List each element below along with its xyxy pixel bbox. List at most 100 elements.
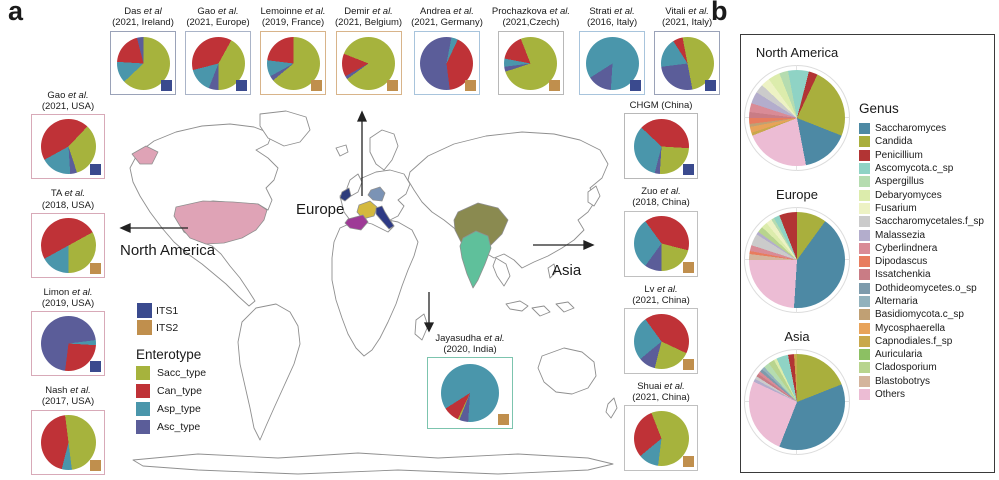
map-country-india [459,230,492,289]
map-greenland [259,110,311,147]
map-africa [331,217,419,357]
study-name: Lv [644,283,655,295]
enterotype-pie [342,36,396,90]
genus-label: Issatchenkia [875,269,931,281]
study-year-country: (2021, China) [632,392,690,404]
its-marker [683,456,694,468]
its-legend-row: ITS1 [137,303,178,318]
genus-swatch [859,362,870,374]
genus-swatch [859,322,870,334]
study-etal: et al. [70,385,91,397]
genus-swatch [859,269,870,281]
map-label-asia: Asia [552,262,582,279]
world-map [119,110,618,475]
its-marker [683,164,694,176]
left-column-study-pies: Gao et al. (2021, USA) TA et al. (2018, … [28,90,108,475]
its-marker [498,414,509,426]
study-label: Jayasudha et al. (2020, India) [435,333,504,355]
study-label: Nash et al. (2017, USA) [42,385,94,407]
study-name: Andrea [420,6,451,17]
its-marker [90,361,101,373]
its-marker [548,80,560,92]
genus-swatch [859,389,870,401]
genus-legend-row: Cyberlindnera [859,242,991,255]
enterotype-pie [40,414,96,470]
genus-swatch [859,163,870,175]
enterotype-pie [40,217,96,273]
genus-swatch [859,136,870,148]
study-pie-box [31,114,105,180]
enterotype-pie [633,313,689,369]
genus-swatch [859,309,870,321]
study-pie-box [110,31,176,96]
genus-swatch [859,229,870,241]
region-pie-wrap [744,65,850,171]
genus-legend-title: Genus [859,101,899,116]
map-iceland [335,144,349,157]
right-column-study-pies: CHGM (China) Zuo et al. (2018, China) Lv… [620,100,702,472]
india-study-pie-card: Jayasudha et al. (2020, India) [424,333,516,430]
study-pie-card: CHGM (China) [624,100,698,180]
region-title: Europe [776,187,818,202]
genus-swatch [859,123,870,135]
genus-swatch [859,202,870,214]
genus-swatch [859,242,870,254]
genus-legend-row: Candida [859,135,991,148]
study-etal: et al. [372,6,393,17]
study-pie-card: Zuo et al. (2018, China) [624,186,698,277]
panel-b-label: b [711,0,728,26]
genus-label: Candida [875,136,913,148]
study-label: Gao et al. (2021, Europe) [186,6,249,28]
genus-legend-row: Basidiomycota.c_sp [859,308,991,321]
enterotype-legend-row: Can_type [136,384,206,398]
study-pie-card: Strati et al. (2016, Italy) [579,6,646,96]
genus-label: Debaryomyces [875,189,942,201]
enterotype-label: Sacc_type [157,367,207,379]
panel-a-label: a [8,0,24,26]
polar-grid-ring [744,207,850,313]
genus-legend-row: Aspergillus [859,175,991,188]
its-marker [464,80,476,92]
study-pie-card: Gao et al. (2021, USA) [31,90,105,180]
its-marker [90,164,101,176]
enterotype-label: Asp_type [157,403,201,415]
genus-label: Cladosporium [875,362,937,374]
its-marker [311,80,322,92]
enterotype-pie [585,36,639,90]
region-title: North America [755,45,839,60]
map-japan [587,185,601,207]
map-country-italy [375,205,395,230]
map-uk [346,173,363,197]
enterotype-label: Can_type [157,385,202,397]
genus-pie [749,354,845,450]
study-etal: et al. [218,6,239,17]
enterotype-legend: Enterotype Sacc_type Can_type Asp_type A… [136,347,206,438]
genus-label: Others [875,389,906,401]
genus-swatch [859,256,870,268]
map-country-spain [344,214,369,231]
genus-label: Basidiomycota.c_sp [875,309,964,321]
study-etal: et al. [664,381,685,393]
map-se-asia [492,257,511,287]
study-year-country: (2021, Italy) [661,17,713,29]
genus-legend-row: Penicillium [859,149,991,162]
study-label: Das et al (2021, Ireland) [112,6,174,28]
genus-label: Auricularia [875,349,923,361]
genus-legend-row: Mycosphaerella [859,321,991,334]
study-label: Vitali et al. (2021, Italy) [662,6,712,28]
study-year-country: (2021, USA) [41,101,95,113]
study-pie-card: Lemoinne et al. (2019, France) [260,6,326,96]
study-name: Vitali [665,6,686,17]
enterotype-legend-row: Sacc_type [136,366,206,380]
enterotype-pie [191,36,245,90]
study-year-country: (2021, Ireland) [112,17,174,29]
study-pie-card: Andrea et al. (2021, Germany) [411,6,483,96]
genus-legend-row: Dothideomycetes.o_sp [859,282,991,295]
genus-swatch [859,335,870,347]
genus-label: Cyberlindnera [875,242,938,254]
genus-legend-row: Issatchenkia [859,268,991,281]
its-marker [705,80,717,92]
arrow-europe-up-head [356,110,368,122]
study-pie-box [624,210,698,277]
study-year-country: (2021,Czech) [502,17,560,29]
